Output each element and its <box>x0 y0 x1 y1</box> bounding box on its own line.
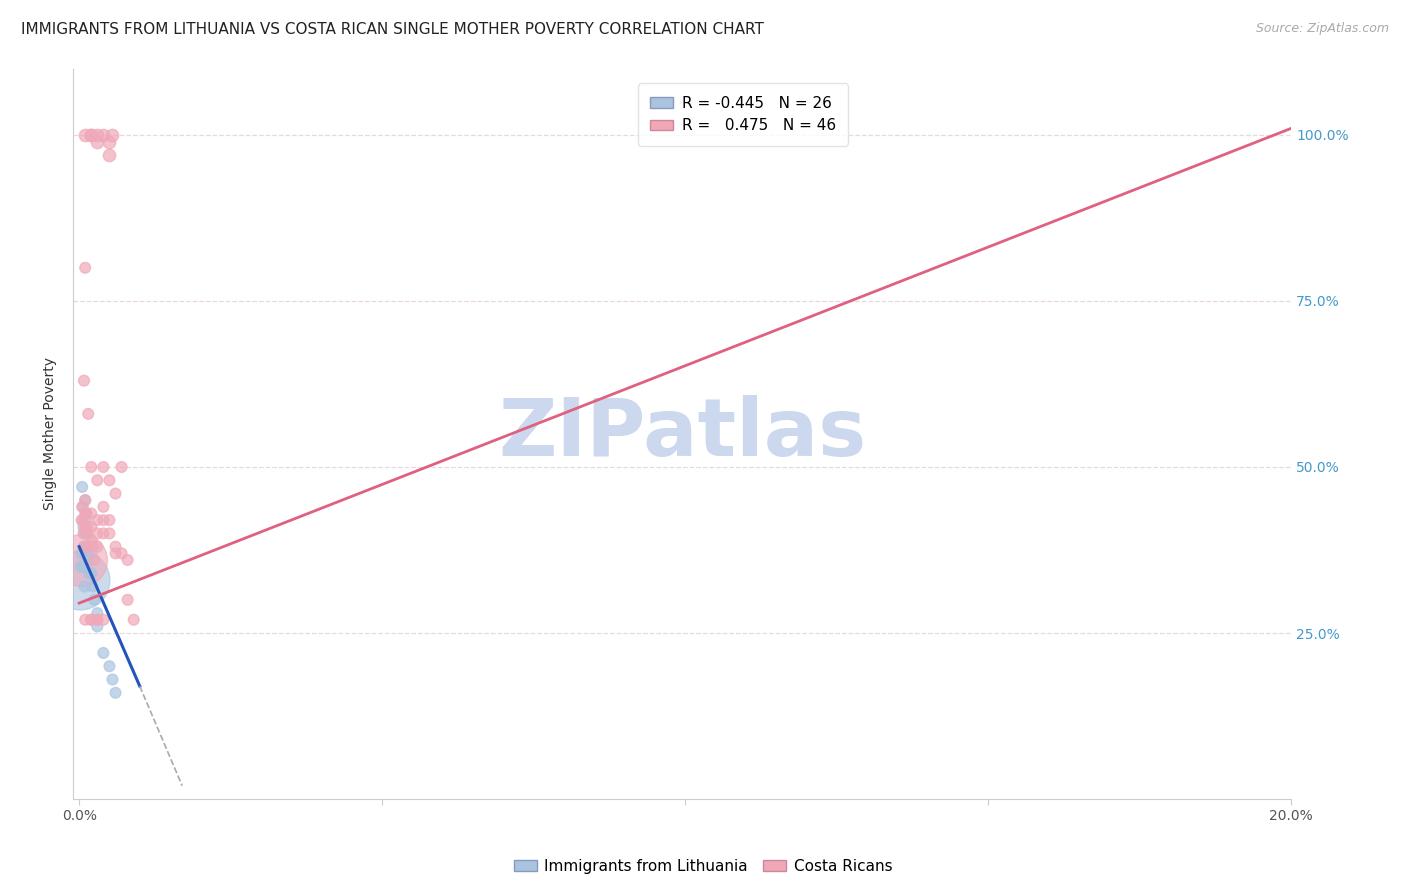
Text: IMMIGRANTS FROM LITHUANIA VS COSTA RICAN SINGLE MOTHER POVERTY CORRELATION CHART: IMMIGRANTS FROM LITHUANIA VS COSTA RICAN… <box>21 22 763 37</box>
Point <box>69 573 91 587</box>
Y-axis label: Single Mother Poverty: Single Mother Poverty <box>44 358 58 510</box>
Point <box>73 374 96 388</box>
Point <box>70 546 93 560</box>
Point <box>98 526 121 541</box>
Point <box>117 553 139 567</box>
Point <box>86 619 108 633</box>
Point <box>70 559 93 574</box>
Point <box>83 592 105 607</box>
Point <box>93 646 115 660</box>
Point <box>93 513 115 527</box>
Point <box>70 553 93 567</box>
Point <box>83 553 105 567</box>
Point <box>76 520 98 534</box>
Point <box>80 128 103 142</box>
Point <box>80 460 103 475</box>
Point <box>117 592 139 607</box>
Point <box>77 540 100 554</box>
Point <box>86 613 108 627</box>
Point <box>82 540 104 554</box>
Point <box>75 507 97 521</box>
Point <box>101 673 124 687</box>
Point <box>80 613 103 627</box>
Point <box>75 493 97 508</box>
Point <box>77 566 100 581</box>
Point <box>86 473 108 487</box>
Point <box>75 507 97 521</box>
Point <box>80 546 103 560</box>
Point <box>86 526 108 541</box>
Point <box>86 606 108 620</box>
Point <box>98 135 121 149</box>
Point <box>86 613 108 627</box>
Point <box>98 659 121 673</box>
Point <box>93 500 115 514</box>
Point <box>98 513 121 527</box>
Point <box>80 566 103 581</box>
Point <box>70 480 93 494</box>
Point <box>104 486 127 500</box>
Point <box>70 500 93 514</box>
Point <box>93 128 115 142</box>
Point <box>93 613 115 627</box>
Point <box>77 407 100 421</box>
Point <box>72 513 94 527</box>
Point <box>80 128 103 142</box>
Point <box>80 533 103 547</box>
Point <box>75 493 97 508</box>
Point <box>73 559 96 574</box>
Point <box>93 460 115 475</box>
Point <box>98 473 121 487</box>
Point <box>122 613 145 627</box>
Point <box>76 526 98 541</box>
Text: ZIPatlas: ZIPatlas <box>498 395 866 473</box>
Point <box>75 526 97 541</box>
Point <box>76 540 98 554</box>
Point <box>70 513 93 527</box>
Point <box>77 553 100 567</box>
Legend: Immigrants from Lithuania, Costa Ricans: Immigrants from Lithuania, Costa Ricans <box>508 853 898 880</box>
Point <box>86 513 108 527</box>
Point <box>82 580 104 594</box>
Point <box>75 613 97 627</box>
Point <box>104 540 127 554</box>
Text: Source: ZipAtlas.com: Source: ZipAtlas.com <box>1256 22 1389 36</box>
Point <box>72 526 94 541</box>
Point <box>93 526 115 541</box>
Point <box>110 460 132 475</box>
Point <box>101 128 124 142</box>
Point <box>75 260 97 275</box>
Point <box>110 546 132 560</box>
Point <box>73 540 96 554</box>
Point <box>80 613 103 627</box>
Legend: R = -0.445   N = 26, R =   0.475   N = 46: R = -0.445 N = 26, R = 0.475 N = 46 <box>638 84 848 145</box>
Point <box>80 520 103 534</box>
Point <box>98 148 121 162</box>
Point <box>75 507 97 521</box>
Point <box>73 580 96 594</box>
Point <box>75 128 97 142</box>
Point <box>86 135 108 149</box>
Point <box>76 526 98 541</box>
Point <box>80 507 103 521</box>
Point <box>104 686 127 700</box>
Point <box>72 520 94 534</box>
Point <box>86 540 108 554</box>
Point <box>75 520 97 534</box>
Point <box>72 500 94 514</box>
Point <box>75 513 97 527</box>
Point <box>73 540 96 554</box>
Point <box>86 128 108 142</box>
Point <box>104 546 127 560</box>
